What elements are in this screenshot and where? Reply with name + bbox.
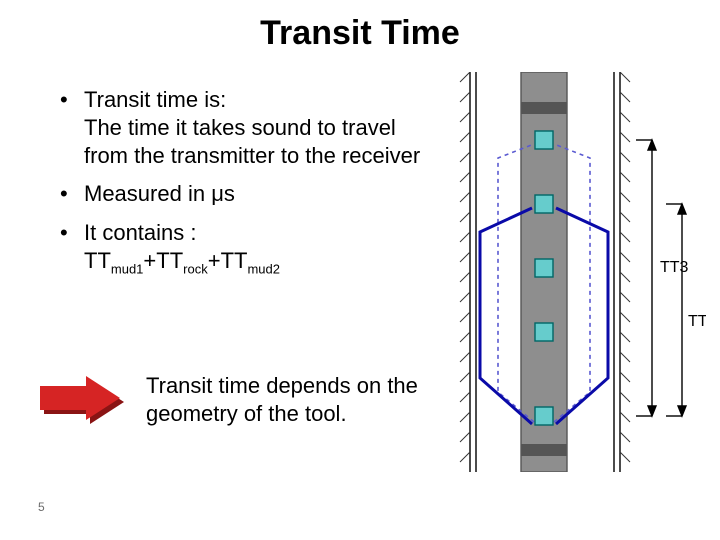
tool-upper-accent xyxy=(521,102,567,114)
formula-s1: mud1 xyxy=(111,261,144,276)
formula-t2: +TT xyxy=(143,248,183,273)
bullet-1-lead: Transit time is: xyxy=(84,87,226,112)
formula-t1: TT xyxy=(84,248,111,273)
bullet-1: Transit time is: The time it takes sound… xyxy=(60,86,440,170)
formula-s3: mud2 xyxy=(247,261,280,276)
bullet-2-prefix: Measured in xyxy=(84,181,211,206)
tool-lower-accent xyxy=(521,444,567,456)
bullet-1-body: The time it takes sound to travel from t… xyxy=(84,115,420,168)
bullet-list: Transit time is: The time it takes sound… xyxy=(60,86,440,288)
bracket-tt4 xyxy=(666,204,686,416)
formula-t3: +TT xyxy=(208,248,248,273)
page-number: 5 xyxy=(38,500,45,514)
tool-svg: TT3 TT4 xyxy=(446,72,706,472)
bullet-3-text: It contains : xyxy=(84,220,197,245)
label-tt3: TT3 xyxy=(660,259,689,276)
bracket-tt3 xyxy=(636,140,656,416)
formula: TTmud1+TTrock+TTmud2 xyxy=(84,247,440,278)
arrow-icon xyxy=(36,372,132,432)
bullet-3: It contains : TTmud1+TTrock+TTmud2 xyxy=(60,219,440,278)
left-wall xyxy=(460,72,476,472)
tool-diagram: TT3 TT4 xyxy=(446,72,706,472)
formula-s2: rock xyxy=(183,261,208,276)
bullet-2-unit: μs xyxy=(211,181,235,206)
slide-title: Transit Time xyxy=(0,14,720,53)
callout-text: Transit time depends on the geometry of … xyxy=(146,372,446,428)
label-tt4: TT4 xyxy=(688,313,706,330)
transmitter xyxy=(535,407,553,425)
right-wall xyxy=(614,72,630,472)
bullet-2: Measured in μs xyxy=(60,180,440,208)
callout: Transit time depends on the geometry of … xyxy=(36,372,436,437)
